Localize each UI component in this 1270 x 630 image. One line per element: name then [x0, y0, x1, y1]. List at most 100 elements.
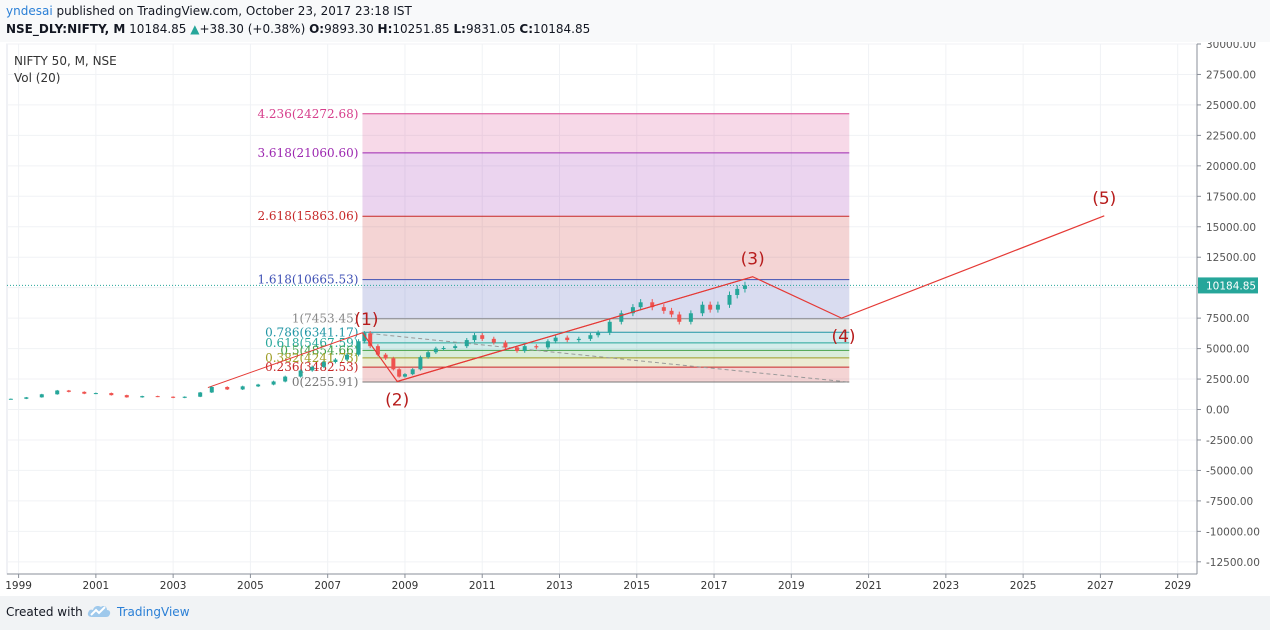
open-value: 9893.30 [324, 22, 374, 36]
plot-area [6, 43, 1198, 575]
candle-body [321, 362, 326, 367]
candle-body [209, 386, 214, 393]
candle-body [553, 337, 558, 342]
x-tick-label: 2023 [932, 580, 959, 592]
legend-volume[interactable]: Vol (20) [14, 71, 61, 85]
elliott-wave-label: (1) [354, 310, 378, 330]
y-tick-label: 22500.00 [1206, 130, 1256, 142]
fib-band [362, 279, 850, 319]
candle-body [742, 285, 747, 289]
last-price: 10184.85 [129, 22, 187, 36]
fib-band [362, 367, 850, 383]
candle-body [182, 396, 187, 398]
x-tick-label: 2001 [82, 580, 109, 592]
x-tick-label: 2015 [623, 580, 650, 592]
chart-header: yndesai published on TradingView.com, Oc… [0, 0, 1270, 42]
last-price-tag [1198, 277, 1258, 294]
candle-body [39, 394, 44, 398]
elliott-wave-label: (2) [385, 390, 409, 410]
y-tick-label: -5000.00 [1206, 465, 1253, 477]
fib-band [362, 113, 850, 153]
candle-body [24, 397, 29, 399]
candle-body [638, 302, 643, 308]
candle-body [565, 337, 570, 341]
y-tick-label: -7500.00 [1206, 496, 1253, 508]
candle-body [66, 390, 71, 392]
candle-body [55, 390, 60, 395]
ohlc-line: NSE_DLY:NIFTY, M 10184.85 ▲+38.30 (+0.38… [6, 22, 590, 36]
close-label: C: [519, 22, 533, 36]
y-tick-label: -10000.00 [1206, 526, 1260, 538]
change-up-icon: ▲ [190, 22, 200, 36]
candle-body [607, 321, 612, 333]
candle-body [515, 347, 519, 352]
candle-body [391, 358, 396, 370]
candle-body [472, 335, 477, 341]
footer: Created with TradingView [0, 596, 1270, 630]
y-tick-label: 7500.00 [1206, 313, 1249, 325]
candle-body [240, 386, 245, 390]
candle-body [155, 396, 160, 398]
candle-body [225, 386, 230, 390]
candle-body [368, 333, 373, 347]
low-label: L: [453, 22, 466, 36]
fib-level-label: 1(7453.45) [292, 312, 359, 326]
fib-level-label: 0(2255.91) [292, 375, 359, 389]
dashed-trendline [362, 332, 850, 383]
candle-body [345, 354, 349, 360]
x-tick-label: 2003 [160, 580, 187, 592]
created-with-label: Created with [6, 605, 83, 619]
candle-body [453, 346, 458, 348]
candle-body [375, 346, 380, 355]
candle-body [356, 341, 361, 355]
candle-body [8, 398, 13, 400]
candle-body [426, 352, 431, 358]
change-value: +38.30 (+0.38%) [199, 22, 306, 36]
fib-level-label: 0.786(6341.17) [265, 325, 358, 339]
candle-body [433, 348, 438, 353]
published-text: published on TradingView.com, October 23… [56, 4, 412, 18]
candle-body [82, 391, 87, 394]
candle-body [503, 342, 508, 348]
last-price-label: 10184.85 [1206, 280, 1256, 292]
candle-body [735, 288, 740, 295]
x-tick-label: 2005 [237, 580, 264, 592]
legend-main[interactable]: NIFTY 50, M, NSE [14, 54, 117, 68]
x-tick-label: 2013 [546, 580, 573, 592]
tradingview-link[interactable]: TradingView [117, 605, 190, 619]
x-tick-label: 2025 [1010, 580, 1037, 592]
fib-level-label: 1.618(10665.53) [257, 273, 358, 287]
candle-body [715, 304, 720, 310]
x-tick-label: 2007 [314, 580, 341, 592]
candle-body [171, 396, 176, 398]
close-value: 10184.85 [533, 22, 591, 36]
candle-body [418, 357, 423, 370]
tradingview-cloud-icon[interactable] [86, 602, 112, 620]
fib-level-label: 2.618(15863.06) [257, 209, 358, 223]
y-tick-label: 30000.00 [1206, 42, 1256, 51]
y-tick-label: 12500.00 [1206, 252, 1256, 264]
y-tick-label: -2500.00 [1206, 435, 1253, 447]
elliott-wave-label: (5) [1092, 189, 1116, 209]
fib-band [362, 216, 850, 280]
author-link[interactable]: yndesai [6, 4, 53, 18]
y-tick-label: 25000.00 [1206, 100, 1256, 112]
candle-body [464, 340, 469, 347]
fib-band [362, 152, 850, 217]
y-tick-label: 17500.00 [1206, 191, 1256, 203]
candle-body [630, 307, 635, 314]
y-tick-label: -12500.00 [1206, 557, 1260, 569]
candle-body [700, 304, 705, 314]
candle-body [708, 304, 713, 310]
candle-body [397, 369, 402, 377]
x-tick-label: 2009 [392, 580, 419, 592]
candle-body [383, 354, 388, 359]
publish-line: yndesai published on TradingView.com, Oc… [6, 4, 412, 18]
fib-level-label: 4.236(24272.68) [257, 107, 358, 121]
price-chart[interactable]: 30000.00 27500.00 25000.00 22500.00 20000.00… [0, 42, 1270, 596]
elliott-wave-path [361, 215, 1105, 383]
elliott-wave-label: (4) [831, 327, 855, 347]
candle-body [588, 335, 593, 339]
x-tick-label: 2021 [855, 580, 882, 592]
fib-band [362, 342, 850, 351]
